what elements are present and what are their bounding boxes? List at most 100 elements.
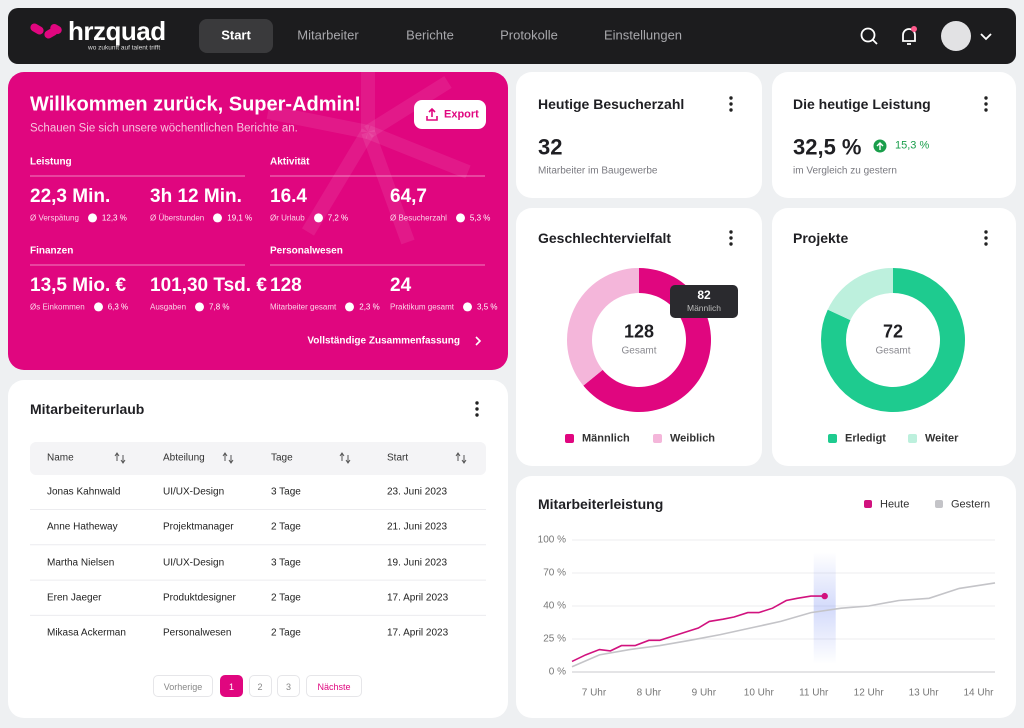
logo-icon	[30, 23, 62, 39]
card-note: im Vergleich zu gestern	[793, 165, 897, 177]
nav-item[interactable]: Start	[221, 27, 251, 43]
nav-bar	[8, 8, 1016, 64]
stat-change: 12,3 %	[101, 213, 127, 223]
profile-chevron[interactable]	[980, 33, 992, 41]
section-title: Personalwesen	[270, 245, 343, 257]
export-icon	[426, 107, 438, 121]
up-arrow	[876, 142, 884, 150]
kebab[interactable]	[984, 230, 988, 246]
stat-change: 5,3 %	[469, 213, 491, 223]
table-cell: 2 Tage	[271, 592, 301, 604]
card-title: Mitarbeiterurlaub	[30, 400, 145, 417]
change-icon	[345, 302, 355, 312]
table-cell: Anne Hatheway	[47, 521, 118, 533]
page-next[interactable]: Nächste	[306, 675, 362, 697]
export-button[interactable]	[414, 100, 486, 129]
legend-swatch	[864, 500, 872, 508]
page-number[interactable]: 2	[248, 675, 272, 697]
page-number[interactable]: 1	[220, 675, 243, 697]
stat-meta: Praktikum gesamt 3,5 %	[390, 302, 498, 312]
legend-label: Gestern	[951, 498, 991, 511]
nav-icons	[860, 27, 992, 45]
y-tick-label: 0 %	[549, 667, 566, 678]
notification-dot	[911, 26, 917, 32]
kebab[interactable]	[984, 96, 988, 112]
table-cell: 23. Juni 2023	[387, 486, 448, 498]
legend-swatch	[935, 500, 943, 508]
table-cell: Produktdesigner	[163, 592, 236, 604]
y-tick-label: 40 %	[543, 601, 566, 612]
stat-label: Øs Einkommen	[30, 302, 85, 312]
kebab[interactable]	[475, 401, 479, 417]
logo-tagline: wo zukunft auf talent trifft	[88, 44, 161, 52]
summary-chevron[interactable]	[475, 336, 482, 346]
legend-swatch	[653, 434, 662, 443]
logo-text: hrzquad	[68, 16, 166, 47]
stat-change: 7,2 %	[327, 213, 349, 223]
kebab[interactable]	[729, 96, 733, 112]
table-cell: Eren Jaeger	[47, 592, 102, 604]
card-change: 15,3 %	[895, 139, 930, 152]
chart-title: Geschlechtervielfalt	[538, 229, 672, 246]
nav-item[interactable]: Protokolle	[500, 27, 558, 43]
change-icon	[455, 213, 465, 223]
kebab[interactable]	[729, 230, 733, 246]
summary-link[interactable]: Vollständige Zusammenfassung	[307, 335, 460, 347]
sort-icon	[114, 452, 126, 464]
legend-swatch	[908, 434, 917, 443]
gender-card	[516, 208, 762, 466]
legend-label: Heute	[880, 498, 910, 511]
change-icon	[87, 213, 97, 223]
table-header-bg	[30, 442, 486, 475]
donut-total: 72	[882, 321, 904, 342]
line-series	[571, 595, 825, 663]
stat-label: Ør Urlaub	[270, 213, 305, 223]
legend-swatch	[828, 434, 837, 443]
sort-icon	[339, 452, 351, 464]
avatar[interactable]	[941, 21, 971, 51]
stat-meta: Ø Verspätung 12,3 %	[30, 213, 127, 223]
legend-label: Männlich	[582, 432, 630, 445]
visitors-card	[516, 72, 762, 198]
x-tick-label: 12 Uhr	[854, 688, 885, 699]
table-cell: UI/UX-Design	[163, 486, 225, 498]
page-number[interactable]: 3	[277, 675, 300, 697]
change-icon	[213, 213, 223, 223]
tooltip-box	[670, 285, 738, 318]
nav-item[interactable]: Einstellungen	[603, 27, 683, 43]
stat-value: 22,3 Min.	[30, 186, 111, 208]
table-cell: Mikasa Ackerman	[47, 627, 126, 639]
column-header[interactable]: Start	[387, 452, 409, 464]
sort-icon	[455, 452, 467, 464]
chart-title: Mitarbeiterleistung	[538, 495, 664, 512]
nav-item[interactable]: Mitarbeiter	[297, 27, 359, 43]
table-cell: 3 Tage	[271, 486, 301, 498]
search-icon[interactable]	[860, 27, 876, 43]
nav-active-bg	[199, 19, 273, 53]
highlight-band	[813, 552, 836, 664]
x-tick-label: 13 Uhr	[909, 688, 940, 699]
stat-label: Ø Besucherzahl	[390, 213, 447, 223]
column-header[interactable]: Abteilung	[163, 452, 205, 464]
donut-total: 128	[623, 321, 655, 342]
stat-label: Praktikum gesamt	[390, 302, 455, 312]
bell-icon[interactable]	[902, 28, 916, 45]
nav-item[interactable]: Berichte	[406, 27, 454, 43]
card-value: 32,5 %	[793, 134, 862, 160]
change-icon	[195, 302, 205, 312]
table-cell: 17. April 2023	[387, 592, 449, 604]
tooltip-label: Männlich	[686, 303, 722, 314]
page-prev[interactable]: Vorherige	[153, 675, 213, 697]
legend-label: Weiblich	[670, 432, 716, 445]
section-title: Leistung	[30, 156, 72, 168]
stat-meta: Ø Überstunden 19,1 %	[150, 213, 252, 223]
y-tick-label: 100 %	[538, 535, 566, 546]
donut-segment	[567, 268, 639, 386]
tooltip-value: 82	[697, 288, 711, 303]
x-tick-label: 10 Uhr	[744, 688, 775, 699]
export-label[interactable]: Export	[444, 108, 479, 121]
column-header[interactable]: Tage	[271, 452, 293, 464]
column-header[interactable]: Name	[47, 452, 74, 464]
